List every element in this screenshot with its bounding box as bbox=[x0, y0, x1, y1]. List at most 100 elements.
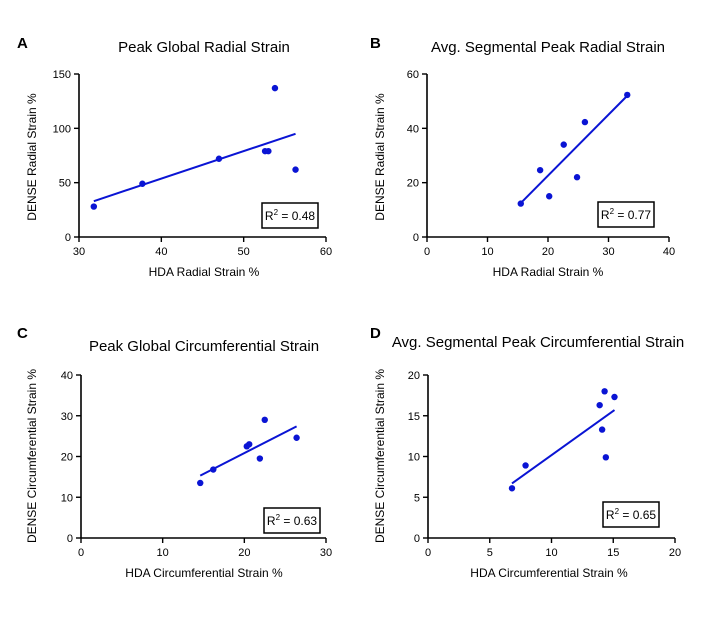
panel-b-data-point bbox=[536, 166, 544, 174]
panel-d-data-point bbox=[598, 426, 606, 433]
panel-c-data-point bbox=[197, 479, 204, 487]
panel-b-data-point bbox=[546, 193, 553, 200]
panel-c-x-tick-label: 20 bbox=[238, 547, 250, 559]
panel-d-data-point bbox=[596, 401, 603, 409]
panel-c-y-tick-label: 20 bbox=[61, 452, 73, 464]
panel-a-r2-label: R bbox=[265, 209, 274, 223]
panel-d-y-tick-label: 15 bbox=[408, 411, 420, 423]
panel-d-r2-box: R2 = 0.65 bbox=[602, 501, 660, 528]
panel-letter-a: A bbox=[17, 35, 28, 52]
panel-c-fit-line bbox=[199, 425, 298, 477]
panel-d-data-point bbox=[522, 462, 529, 469]
panel-b: B Avg. Segmental Peak Radial Strain 0 10 2… bbox=[370, 35, 675, 279]
panel-c-data-point bbox=[210, 466, 217, 473]
panel-b-x-tick-label: 20 bbox=[542, 246, 554, 258]
panel-c-data-point bbox=[261, 416, 268, 424]
panel-a-x-tick-label: 30 bbox=[73, 246, 85, 258]
panel-b-x-tick-label: 30 bbox=[602, 246, 614, 258]
panel-c-r2-label: R bbox=[267, 514, 276, 528]
panel-d-x-tick-label: 5 bbox=[487, 547, 493, 559]
panel-a-y-tick-label: 100 bbox=[53, 123, 71, 135]
panel-letter-c: C bbox=[17, 325, 28, 342]
panel-b-x-tick-label: 40 bbox=[663, 246, 675, 258]
panel-a-data-point bbox=[215, 155, 223, 162]
panel-b-y-tick-label: 0 bbox=[413, 232, 419, 244]
panel-c-title: Peak Global Circumferential Strain bbox=[89, 338, 319, 355]
panel-d-y-tick-label: 20 bbox=[408, 370, 420, 382]
panel-c-y-tick-label: 40 bbox=[61, 370, 73, 382]
panel-a-data-point bbox=[292, 166, 299, 173]
svg-text:R2 = 0.77: R2 = 0.77 bbox=[601, 207, 651, 222]
panel-b-data-point bbox=[581, 118, 589, 126]
panel-a: A Peak Global Radial Strain 30 40 50 60 0 50 1… bbox=[17, 35, 332, 279]
panel-b-y-tick-label: 60 bbox=[407, 69, 419, 81]
panel-c-y-axis-label: DENSE Circumferential Strain % bbox=[25, 369, 39, 543]
panel-d-x-tick-label: 10 bbox=[545, 547, 557, 559]
panel-b-data-point bbox=[573, 174, 581, 181]
panel-b-title: Avg. Segmental Peak Radial Strain bbox=[431, 39, 665, 56]
panel-c-axes: 0 10 20 30 0 10 20 30 40 bbox=[61, 370, 332, 559]
panel-c-x-tick-label: 0 bbox=[78, 547, 84, 559]
panel-a-data-point bbox=[271, 84, 279, 92]
panel-c-x-tick-label: 10 bbox=[157, 547, 169, 559]
panel-d-y-tick-label: 0 bbox=[414, 533, 420, 545]
panel-letter-b: B bbox=[370, 35, 381, 52]
panel-d-axes: 0 5 10 15 20 0 5 10 15 20 bbox=[408, 370, 681, 559]
panel-c-r2-box: R2 = 0.63 bbox=[263, 507, 321, 534]
panel-d-data-point bbox=[601, 388, 608, 395]
panel-c-x-tick-label: 30 bbox=[320, 547, 332, 559]
panel-c-x-axis-label: HDA Circumferential Strain % bbox=[125, 566, 283, 580]
svg-text:R2 = 0.63: R2 = 0.63 bbox=[267, 513, 317, 528]
panel-b-fit-line bbox=[520, 95, 628, 204]
panel-c: C Peak Global Circumferential Strain 0 10… bbox=[17, 325, 332, 580]
panel-b-r2-value: = 0.77 bbox=[614, 208, 651, 222]
panel-d-data-point bbox=[602, 454, 610, 461]
panel-b-data-point bbox=[517, 200, 524, 207]
panel-a-r2-value: = 0.48 bbox=[278, 209, 315, 223]
panel-d-x-tick-label: 20 bbox=[669, 547, 681, 559]
svg-text:R2 = 0.65: R2 = 0.65 bbox=[606, 507, 656, 522]
panel-d: D Avg. Segmental Peak Circumferential St… bbox=[370, 325, 684, 580]
panel-c-y-tick-label: 30 bbox=[61, 411, 73, 423]
panel-a-y-tick-label: 150 bbox=[53, 69, 71, 81]
panel-a-y-tick-label: 50 bbox=[59, 178, 71, 190]
panel-a-data-point bbox=[90, 203, 98, 210]
panel-a-y-tick-label: 0 bbox=[65, 232, 71, 244]
panel-b-r2-label: R bbox=[601, 208, 610, 222]
panel-a-title: Peak Global Radial Strain bbox=[118, 39, 290, 56]
panel-b-data-point bbox=[560, 141, 567, 148]
panel-d-data-point bbox=[611, 393, 618, 401]
panel-d-title: Avg. Segmental Peak Circumferential Stra… bbox=[392, 334, 684, 351]
panel-d-y-tick-label: 10 bbox=[408, 452, 420, 464]
panel-d-x-tick-label: 15 bbox=[607, 547, 619, 559]
panel-letter-d: D bbox=[370, 325, 381, 342]
panel-d-fit-line bbox=[511, 409, 616, 485]
panel-a-y-axis-label: DENSE Radial Strain % bbox=[25, 93, 39, 221]
panel-c-data-point bbox=[293, 434, 300, 441]
panel-c-y-tick-label: 0 bbox=[67, 533, 73, 545]
panel-d-y-tick-label: 5 bbox=[414, 492, 420, 504]
panel-a-fit-line bbox=[93, 132, 296, 203]
panel-d-x-tick-label: 0 bbox=[425, 547, 431, 559]
panel-a-data-point bbox=[139, 180, 146, 187]
panel-b-y-tick-label: 20 bbox=[407, 178, 419, 190]
panel-a-axes: 30 40 50 60 0 50 100 150 bbox=[53, 69, 332, 258]
panel-b-data-point bbox=[624, 91, 631, 99]
panel-a-x-axis-label: HDA Radial Strain % bbox=[149, 265, 260, 279]
panel-d-r2-label: R bbox=[606, 508, 615, 522]
panel-b-y-tick-label: 40 bbox=[407, 123, 419, 135]
panel-a-x-tick-label: 50 bbox=[238, 246, 250, 258]
panel-b-y-axis-label: DENSE Radial Strain % bbox=[373, 93, 387, 221]
panel-c-r2-value: = 0.63 bbox=[280, 514, 317, 528]
panel-b-x-axis-label: HDA Radial Strain % bbox=[493, 265, 604, 279]
svg-text:R2 = 0.48: R2 = 0.48 bbox=[265, 208, 315, 223]
panel-b-x-tick-label: 0 bbox=[424, 246, 430, 258]
panel-a-data-point bbox=[265, 147, 272, 155]
panel-c-y-tick-label: 10 bbox=[61, 492, 73, 504]
panel-d-x-axis-label: HDA Circumferential Strain % bbox=[470, 566, 628, 580]
panel-b-x-tick-label: 10 bbox=[481, 246, 493, 258]
panel-b-r2-box: R2 = 0.77 bbox=[597, 201, 655, 228]
panel-a-x-tick-label: 60 bbox=[320, 246, 332, 258]
panel-d-data-point bbox=[508, 485, 516, 492]
